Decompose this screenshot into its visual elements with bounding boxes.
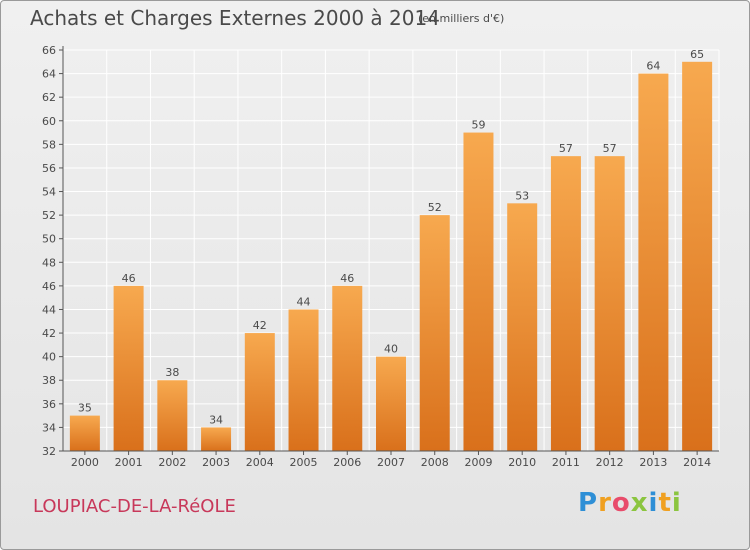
bar-2011 (550, 156, 581, 451)
value-label-2010: 53 (515, 189, 529, 202)
value-label-2009: 59 (471, 119, 485, 132)
logo-letter: i (648, 488, 659, 518)
x-tick-label-2014: 2014 (683, 456, 711, 469)
y-tick-label: 58 (42, 138, 56, 151)
bar-2002 (157, 380, 188, 451)
axes: 32 34 36 38 40 42 44 46 48 50 52 54 56 58 60 62 64 66 2000… (42, 44, 719, 469)
bar-2014 (682, 61, 713, 451)
value-label-2002: 38 (165, 366, 179, 379)
bar-2004 (244, 333, 275, 451)
y-tick-label: 46 (42, 280, 56, 293)
y-tick-label: 32 (42, 445, 56, 458)
x-tick-label-2004: 2004 (246, 456, 274, 469)
bar-2007 (376, 356, 406, 451)
bars (69, 61, 713, 452)
x-tick-label-2011: 2011 (552, 456, 580, 469)
y-tick-label: 40 (42, 351, 56, 364)
y-tick-label: 36 (42, 398, 56, 411)
logo-letter: P (578, 488, 599, 518)
x-tick-label-2001: 2001 (115, 456, 143, 469)
y-tick-label: 66 (42, 44, 56, 57)
x-tick-label-2006: 2006 (333, 456, 361, 469)
y-tick-label: 42 (42, 327, 56, 340)
logo-letter: x (630, 488, 649, 518)
bar-2010 (507, 203, 538, 451)
y-tick-label: 64 (42, 68, 56, 81)
y-tick-label: 52 (42, 209, 56, 222)
logo-letter: t (658, 488, 672, 518)
value-label-2008: 52 (428, 201, 442, 214)
value-label-2006: 46 (340, 272, 354, 285)
y-tick-label: 44 (42, 303, 56, 316)
value-label-2003: 34 (209, 413, 223, 426)
value-label-2007: 40 (384, 343, 398, 356)
bar-2001 (113, 285, 144, 451)
x-tick-label-2003: 2003 (202, 456, 230, 469)
y-tick-label: 62 (42, 91, 56, 104)
x-tick-label-2000: 2000 (71, 456, 99, 469)
x-tick-label-2010: 2010 (508, 456, 536, 469)
value-label-2012: 57 (603, 142, 617, 155)
bar-2005 (288, 309, 319, 451)
y-tick-label: 54 (42, 186, 56, 199)
y-tick-label: 60 (42, 115, 56, 128)
value-label-2005: 44 (297, 295, 311, 308)
value-label-2000: 35 (78, 402, 92, 415)
bar-2008 (419, 215, 450, 451)
bar-2006 (332, 285, 363, 451)
x-tick-label-2002: 2002 (158, 456, 186, 469)
bar-2013 (638, 73, 669, 452)
chart-subtitle: (en milliers d'€) (418, 12, 505, 25)
x-tick-label-2007: 2007 (377, 456, 405, 469)
x-tick-label-2013: 2013 (639, 456, 667, 469)
y-tick-label: 48 (42, 256, 56, 269)
commune-name: LOUPIAC-DE-LA-RéOLE (33, 496, 236, 517)
bar-2009 (463, 132, 494, 451)
bar-2000 (69, 415, 100, 451)
x-tick-label-2008: 2008 (421, 456, 449, 469)
value-label-2001: 46 (122, 272, 136, 285)
logo-letter: r (598, 488, 612, 518)
y-tick-label: 56 (42, 162, 56, 175)
chart-title: Achats et Charges Externes 2000 à 2014 (30, 6, 440, 30)
y-tick-label: 50 (42, 233, 56, 246)
bar-2012 (594, 156, 625, 451)
value-labels: 35 46 38 34 42 44 46 40 52 59 53 57 57 64 65 (78, 48, 704, 427)
x-tick-label-2012: 2012 (596, 456, 624, 469)
y-tick-label: 38 (42, 374, 56, 387)
value-label-2004: 42 (253, 319, 267, 332)
logo-letter: i (671, 488, 682, 518)
x-tick-label-2009: 2009 (464, 456, 492, 469)
bar-2003 (201, 427, 232, 451)
value-label-2014: 65 (690, 48, 704, 61)
logo-letter: o (611, 488, 631, 518)
x-tick-label-2005: 2005 (290, 456, 318, 469)
value-label-2013: 64 (646, 60, 660, 73)
value-label-2011: 57 (559, 142, 573, 155)
proxiti-logo: Proxiti (578, 488, 682, 518)
y-tick-label: 34 (42, 421, 56, 434)
